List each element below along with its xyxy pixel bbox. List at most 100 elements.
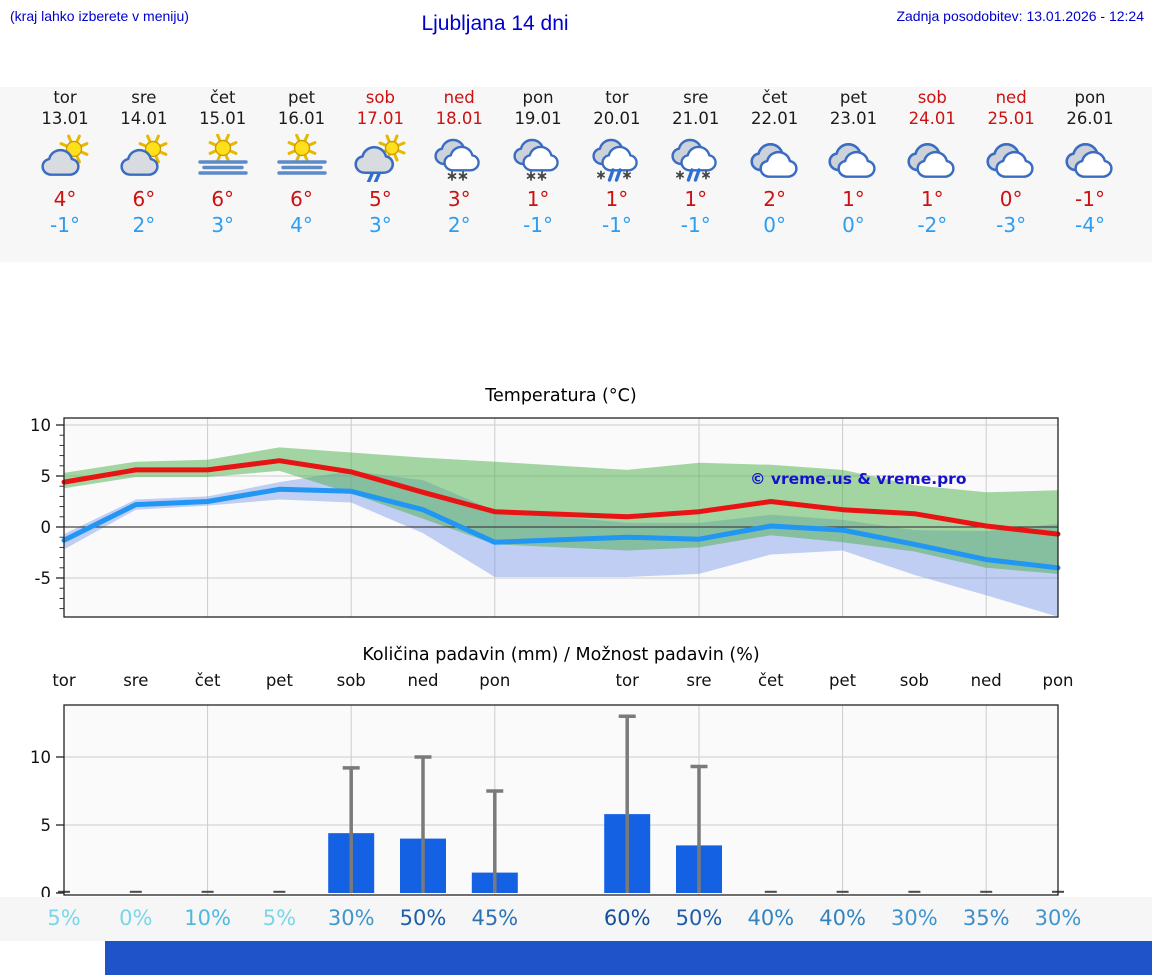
day-column-17.01[interactable]: sob 17.01 5° 3° <box>340 87 420 237</box>
day-column-21.01[interactable]: sre 21.01 1° -1° <box>656 87 736 237</box>
high-temp: 4° <box>53 187 77 211</box>
precip-day-label: pon <box>479 671 511 690</box>
precip-probability: 0% <box>119 906 153 930</box>
low-temp: -2° <box>917 213 948 237</box>
day-date: 20.01 <box>593 109 641 128</box>
temperature-chart-title: Temperatura (°C) <box>485 386 637 406</box>
precip-day-label: pet <box>265 671 293 690</box>
day-date: 25.01 <box>987 109 1035 128</box>
day-column-15.01[interactable]: čet 15.01 6° 3° <box>183 87 263 237</box>
day-date: 21.01 <box>672 109 720 128</box>
day-date: 13.01 <box>41 109 89 128</box>
day-column-18.01[interactable]: ned 18.01 3° 2° <box>419 87 499 237</box>
precipitation-chart: 0 5 10 <box>30 704 1064 900</box>
low-temp: -1° <box>50 213 80 237</box>
low-temp: -1° <box>680 213 711 237</box>
high-temp: -1° <box>1075 187 1105 211</box>
day-column-23.01[interactable]: pet 23.01 1° 0° <box>813 87 893 237</box>
day-column-26.01[interactable]: pon 26.01 -1° -4° <box>1050 87 1130 237</box>
precip-probability: 30% <box>1034 906 1082 930</box>
precip-probability: 45% <box>471 906 519 930</box>
sun-rain-icon <box>340 134 420 184</box>
low-temp: 0° <box>763 213 786 237</box>
high-temp: 0° <box>999 187 1023 211</box>
temp-y-tick-label: 0 <box>41 518 52 537</box>
precip-day-labels: tor sre čet pet sob ned pon tor sre čet pet sob ned p… <box>0 671 1152 697</box>
forecast-day-strip: tor 13.01 4° -1° sre 14.01 6° 2° čet 15.01 6° 3° pet… <box>0 87 1152 262</box>
cloud-sleet-icon <box>577 134 657 184</box>
precip-chart-title: Količina padavin (mm) / Možnost padavin … <box>362 645 760 665</box>
day-column-22.01[interactable]: čet 22.01 2° 0° <box>735 87 815 237</box>
day-name: pet <box>287 88 316 107</box>
day-column-19.01[interactable]: pon 19.01 1° -1° <box>498 87 578 237</box>
high-temp: 1° <box>684 187 708 211</box>
day-column-13.01[interactable]: tor 13.01 4° -1° <box>25 87 105 237</box>
cloudy-icon <box>735 134 815 184</box>
precip-day-label: tor <box>615 671 639 690</box>
day-name: pet <box>839 88 867 107</box>
page-title: Ljubljana 14 dni <box>421 12 569 35</box>
uncertainty-band <box>64 447 1058 574</box>
sun-cloud-icon <box>104 134 184 184</box>
low-temp: -4° <box>1075 213 1105 237</box>
day-name: pon <box>1074 88 1106 107</box>
day-name: sob <box>917 88 947 107</box>
sun-fog-icon <box>262 133 342 184</box>
precip-probability: 50% <box>675 906 723 930</box>
temp-y-tick-label: -5 <box>35 569 51 588</box>
low-temp: 2° <box>447 213 471 237</box>
day-name: tor <box>605 88 629 107</box>
low-temp: -1° <box>523 213 554 237</box>
precip-day-label: čet <box>194 671 221 690</box>
day-name: ned <box>443 88 475 107</box>
day-column-24.01[interactable]: sob 24.01 1° -2° <box>892 87 972 237</box>
cloud-snow-icon <box>498 134 578 184</box>
low-temp: 4° <box>290 213 313 237</box>
day-date: 16.01 <box>277 109 326 128</box>
precip-day-label: pon <box>1042 671 1074 690</box>
low-temp: 2° <box>132 213 156 237</box>
bottom-strip <box>105 941 1152 975</box>
location-menu-hint[interactable]: (kraj lahko izberete v meniju) <box>10 8 189 24</box>
day-name: tor <box>53 88 77 107</box>
precip-day-label: sre <box>686 671 712 690</box>
high-temp: 1° <box>605 187 629 211</box>
precip-day-label: tor <box>52 671 76 690</box>
day-column-16.01[interactable]: pet 16.01 6° 4° <box>262 87 342 237</box>
high-temp: 1° <box>526 187 550 211</box>
day-name: sob <box>365 88 395 107</box>
high-temp: 1° <box>842 187 865 211</box>
precip-y-tick-label: 5 <box>41 816 52 835</box>
precip-day-label: pet <box>829 671 857 690</box>
precip-probability-row: 5% 0% 10% 5% 30% 50% 45% 60% 50% 40% 40% 30% 35% 30% <box>0 897 1152 941</box>
cloudy-icon <box>1050 134 1130 184</box>
low-temp: 0° <box>842 213 865 237</box>
day-column-25.01[interactable]: ned 25.01 0° -3° <box>971 87 1051 237</box>
day-date: 14.01 <box>120 109 168 128</box>
precip-probability: 35% <box>962 906 1010 930</box>
high-temp: 5° <box>369 187 392 211</box>
precip-probability: 50% <box>399 906 447 930</box>
precip-y-tick-label: 10 <box>30 748 51 767</box>
precip-day-label: sob <box>336 671 366 690</box>
precip-day-label: sre <box>123 671 149 690</box>
precip-probability: 5% <box>262 906 297 930</box>
day-column-20.01[interactable]: tor 20.01 1° -1° <box>577 87 657 237</box>
watermark: © vreme.us & vreme.pro <box>750 470 966 488</box>
day-date: 24.01 <box>908 109 956 128</box>
sun-core <box>208 133 238 163</box>
cloudy-icon <box>971 134 1051 184</box>
cloudy-icon <box>892 134 972 184</box>
temp-y-tick-label: 5 <box>41 467 52 486</box>
day-name: čet <box>761 88 788 107</box>
day-date: 15.01 <box>199 109 247 128</box>
precip-probability: 40% <box>819 906 866 930</box>
day-name: ned <box>995 88 1027 107</box>
precip-probability: 5% <box>47 906 81 930</box>
precip-day-label: ned <box>407 671 439 690</box>
day-column-14.01[interactable]: sre 14.01 6° 2° <box>104 87 184 237</box>
precip-probability: 60% <box>603 906 651 930</box>
day-date: 23.01 <box>829 109 878 128</box>
high-temp: 3° <box>447 187 471 211</box>
